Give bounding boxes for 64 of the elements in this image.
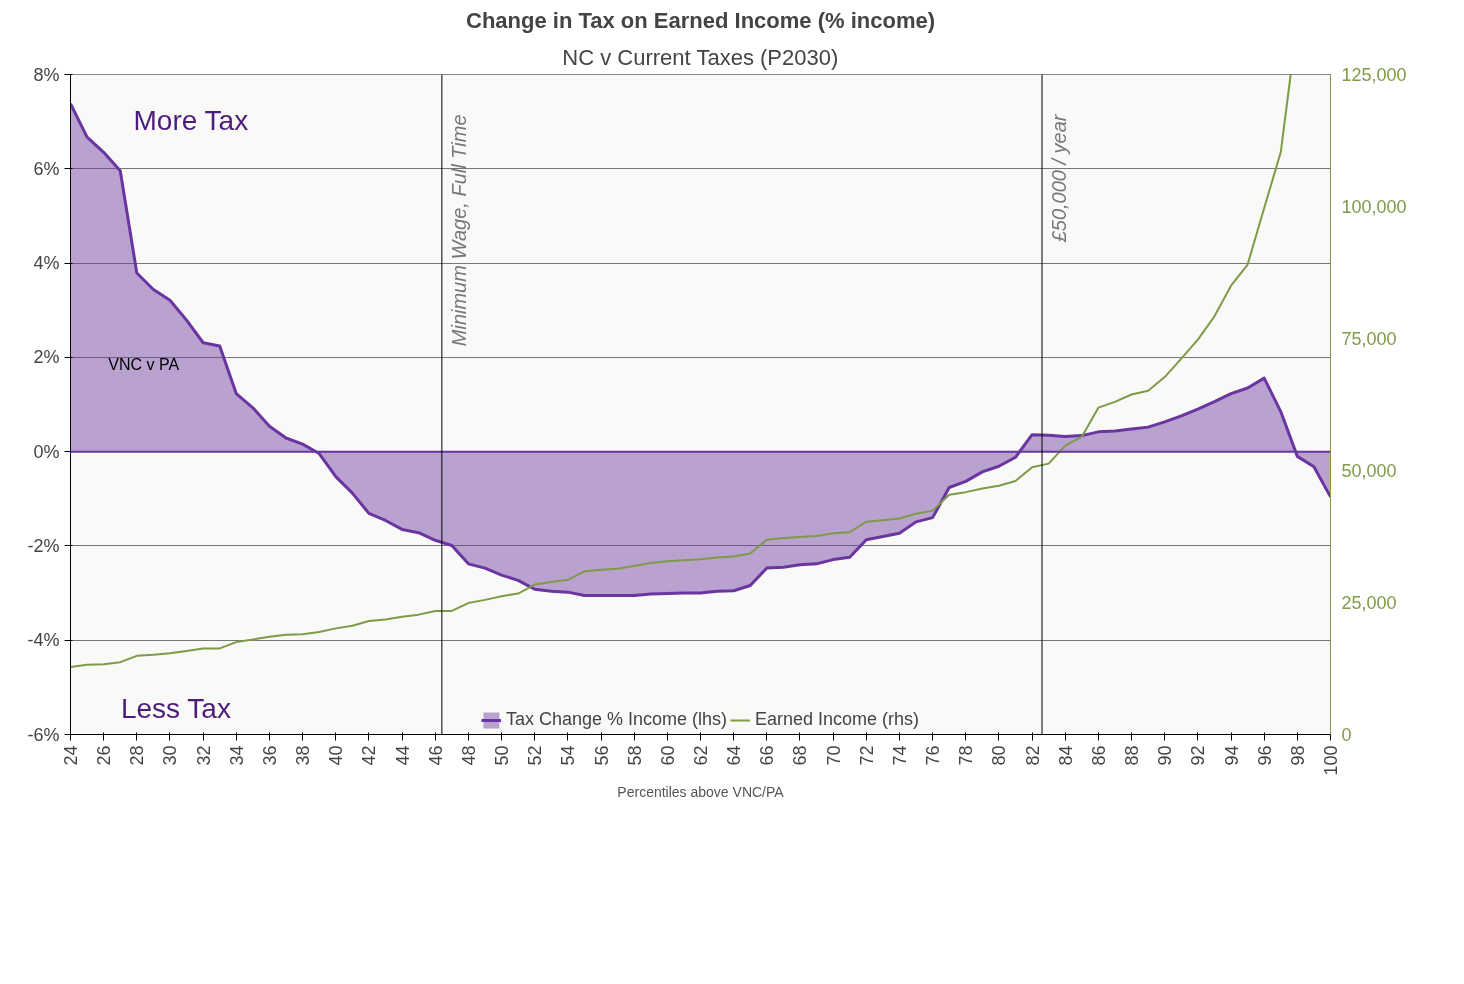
y-tick-label: 6% (33, 158, 60, 179)
y-tick-label: -4% (27, 630, 60, 651)
x-tick-label: 62 (691, 745, 711, 766)
y-tick-label: -2% (27, 535, 60, 556)
x-tick-label: 96 (1254, 745, 1275, 766)
x-tick-label: 66 (757, 745, 778, 766)
x-axis-title: Percentiles above VNC/PA (617, 783, 785, 800)
ref-line-label: £50,000 / year (1048, 113, 1071, 244)
x-tick-label: 84 (1055, 745, 1076, 766)
x-tick-label: 44 (392, 745, 413, 766)
x-tick-label: 98 (1287, 745, 1308, 766)
annotation: Less Tax (120, 692, 231, 724)
x-tick-label: 36 (259, 745, 280, 766)
x-tick-label: 40 (326, 745, 347, 766)
x-tick-label: 38 (293, 745, 314, 766)
x-tick-label: 74 (889, 745, 910, 766)
x-tick-label: 54 (558, 745, 579, 766)
y2-tick-label: 25,000 (1341, 593, 1397, 613)
line-series (70, 74, 1292, 668)
x-tick-label: 30 (160, 745, 181, 766)
x-tick-label: 28 (127, 745, 148, 766)
x-tick-label: 88 (1122, 745, 1143, 766)
x-tick-label: 94 (1221, 745, 1242, 766)
x-tick-label: 42 (359, 745, 380, 766)
y2-tick-label: 100,000 (1341, 197, 1407, 217)
chart-subtitle: NC v Current Taxes (P2030) (562, 44, 839, 70)
x-tick-label: 52 (525, 745, 546, 766)
x-tick-label: 34 (226, 745, 247, 766)
x-tick-label: 76 (923, 745, 944, 766)
x-tick-label: 32 (193, 745, 214, 766)
x-tick-label: 82 (1022, 745, 1043, 766)
x-tick-label: 90 (1155, 745, 1176, 766)
annotation: More Tax (133, 105, 249, 137)
x-tick-label: 92 (1188, 745, 1209, 766)
x-tick-label: 60 (657, 745, 678, 766)
x-tick-label: 72 (856, 745, 877, 766)
x-tick-label: 24 (61, 745, 81, 766)
x-tick-label: 100 (1321, 745, 1341, 776)
x-tick-label: 86 (1088, 745, 1109, 766)
x-tick-label: 80 (989, 745, 1010, 766)
x-tick-label: 70 (823, 745, 844, 766)
y-tick-label: 2% (33, 347, 60, 368)
x-tick-label: 58 (624, 745, 645, 766)
x-tick-label: 26 (94, 745, 115, 766)
y-tick-label: 0% (33, 441, 60, 462)
y2-tick-label: 0 (1341, 725, 1352, 745)
y-tick-label: -6% (27, 724, 60, 745)
y2-tick-label: 50,000 (1341, 461, 1397, 481)
chart-title: Change in Tax on Earned Income (% income) (466, 7, 936, 33)
x-tick-label: 56 (591, 745, 612, 766)
x-tick-label: 64 (724, 745, 745, 766)
x-tick-label: 50 (492, 745, 513, 766)
x-tick-label: 68 (790, 745, 811, 766)
y-tick-label: 8% (33, 64, 60, 85)
legend-label: Tax Change % Income (lhs) (505, 709, 728, 730)
ref-line-label: Minimum Wage, Full Time (447, 114, 470, 347)
x-tick-label: 78 (956, 745, 977, 766)
y-tick-label: 4% (33, 253, 60, 274)
x-tick-label: 46 (425, 745, 446, 766)
x-tick-label: 48 (458, 745, 479, 766)
legend-label: Earned Income (rhs) (755, 709, 920, 730)
annotation: VNC v PA (108, 356, 180, 374)
y2-tick-label: 125,000 (1341, 65, 1407, 85)
y2-tick-label: 75,000 (1341, 329, 1397, 349)
